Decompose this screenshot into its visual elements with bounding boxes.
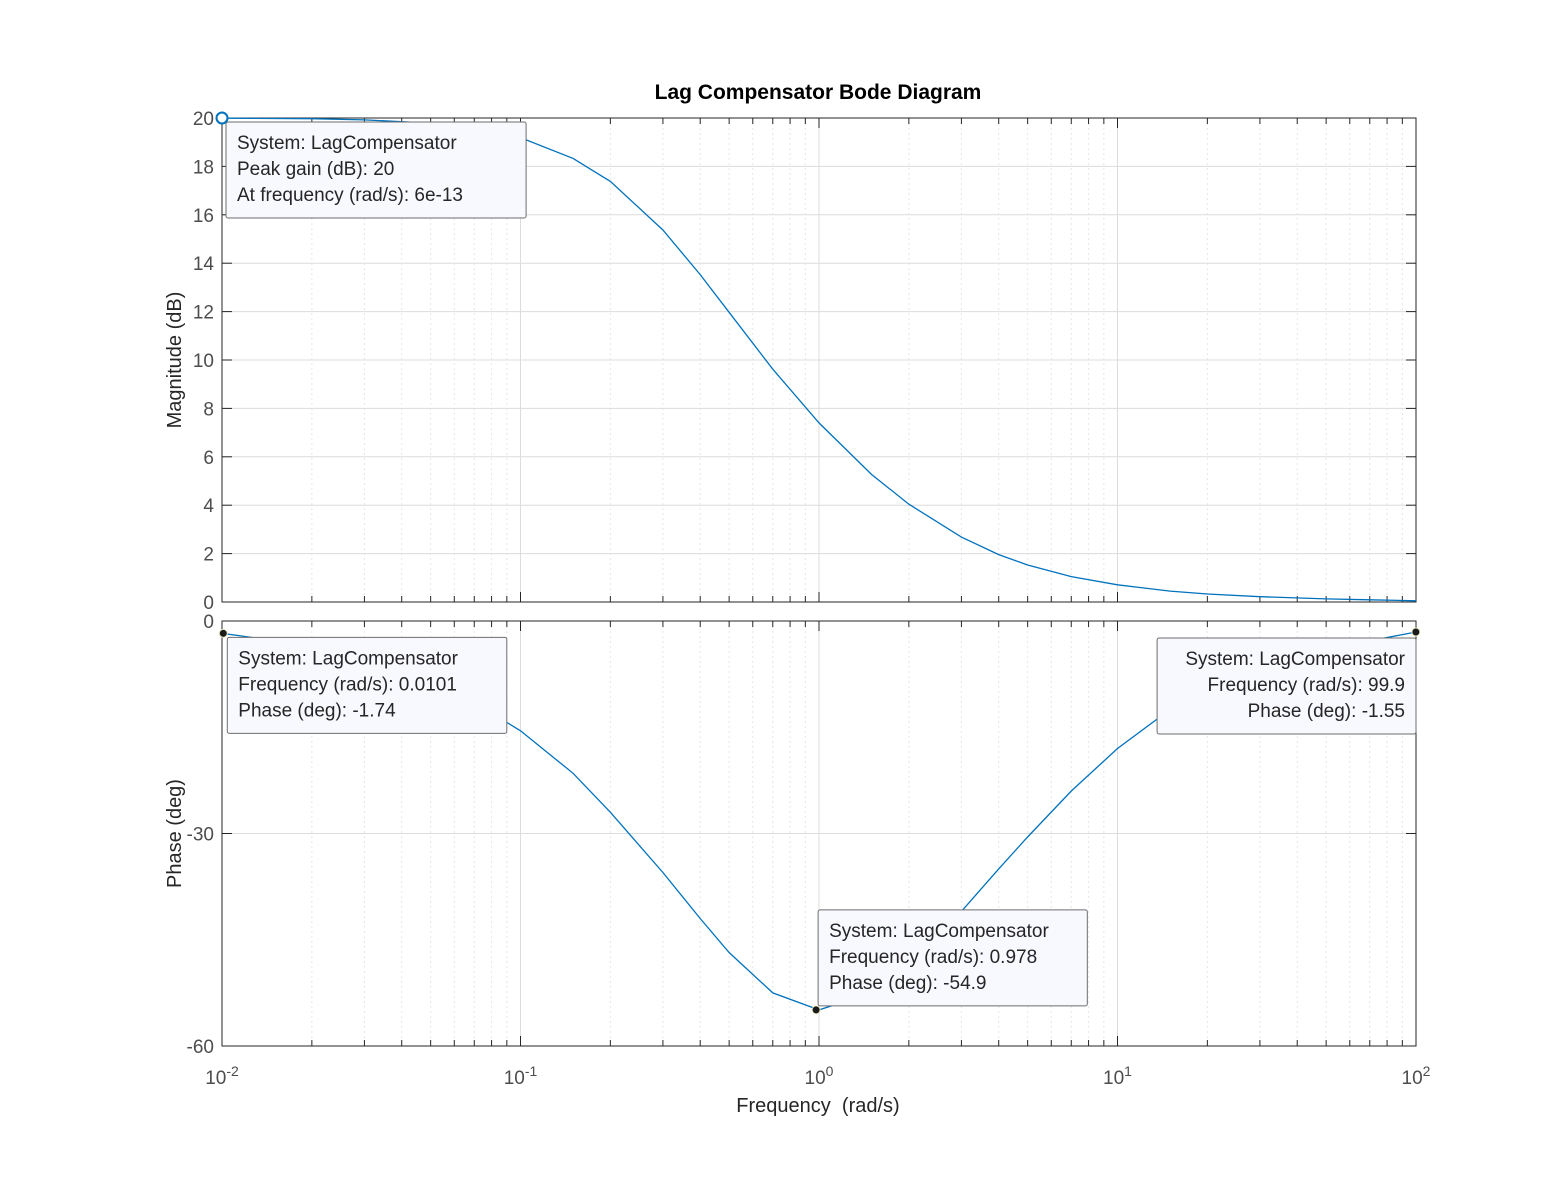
- datatip-line: Peak gain (dB): 20: [237, 159, 394, 180]
- datatip-line: System: LagCompensator: [238, 648, 458, 669]
- x-tick-base: 10: [205, 1068, 226, 1089]
- phase-axes-frame: [221, 620, 1417, 1047]
- x-axis-label: Frequency (rad/s): [736, 1095, 899, 1117]
- datatip-marker[interactable]: [1411, 627, 1421, 637]
- y-tick-label: 16: [193, 206, 214, 227]
- y-tick-label: 0: [203, 612, 214, 633]
- datatip-line: Phase (deg): -1.55: [1248, 701, 1405, 722]
- magnitude-y-axis-label: Magnitude (dB): [164, 292, 186, 429]
- datatip-line: Frequency (rad/s): 99.9: [1208, 675, 1405, 696]
- datatip-line: Frequency (rad/s): 0.978: [829, 947, 1037, 968]
- x-tick-label: 100: [805, 1063, 834, 1089]
- datatip-line: Frequency (rad/s): 0.0101: [238, 674, 457, 695]
- datatip-box[interactable]: [817, 909, 1088, 1007]
- x-tick-exponent: -1: [525, 1063, 538, 1079]
- y-tick-label: 18: [193, 157, 214, 178]
- x-tick-base: 10: [504, 1068, 525, 1089]
- x-tick-exponent: 2: [1423, 1063, 1431, 1079]
- y-tick-label: 10: [193, 351, 214, 372]
- y-tick-label: 12: [193, 303, 214, 324]
- y-tick-label: 8: [203, 399, 214, 420]
- x-tick-label: 101: [1103, 1063, 1132, 1089]
- datatip-box[interactable]: [225, 121, 527, 219]
- datatips: System: LagCompensator Peak gain (dB): 20…: [215, 111, 1421, 1015]
- phase-y-axis-label: Phase (deg): [164, 779, 186, 888]
- y-tick-label: 4: [203, 496, 214, 517]
- y-tick-label: 14: [193, 254, 215, 275]
- y-tick-label: 20: [193, 109, 214, 130]
- datatip-marker[interactable]: [811, 1005, 821, 1015]
- datatip-line: Phase (deg): -54.9: [829, 973, 986, 994]
- x-tick-base: 10: [805, 1068, 826, 1089]
- y-tick-label: -60: [187, 1037, 214, 1058]
- chart-title: Lag Compensator Bode Diagram: [655, 81, 982, 104]
- datatip-line: System: LagCompensator: [829, 921, 1049, 942]
- datatip-box[interactable]: [1156, 637, 1417, 735]
- magnitude-axes-frame: [221, 117, 1417, 603]
- datatip-line: System: LagCompensator: [1185, 649, 1405, 670]
- y-tick-label: 2: [203, 545, 214, 566]
- x-tick-exponent: 1: [1124, 1063, 1132, 1079]
- datatip-line: System: LagCompensator: [237, 133, 457, 154]
- datatip[interactable]: System: LagCompensator Frequency (rad/s):…: [1156, 627, 1421, 735]
- datatip[interactable]: System: LagCompensator Frequency (rad/s):…: [218, 628, 508, 734]
- datatip-box[interactable]: [226, 636, 508, 734]
- x-tick-exponent: -2: [226, 1063, 239, 1079]
- x-tick-exponent: 0: [826, 1063, 834, 1079]
- datatip-marker[interactable]: [215, 111, 229, 125]
- datatip-line: At frequency (rad/s): 6e-13: [237, 185, 463, 206]
- datatip[interactable]: System: LagCompensator Peak gain (dB): 20…: [215, 111, 527, 219]
- x-tick-label: 102: [1402, 1063, 1431, 1089]
- x-tick-base: 10: [1402, 1068, 1423, 1089]
- x-tick-label: 10-2: [205, 1063, 239, 1089]
- y-tick-label: 0: [203, 593, 214, 614]
- datatip-line: Phase (deg): -1.74: [238, 700, 396, 721]
- datatip[interactable]: System: LagCompensator Frequency (rad/s):…: [811, 909, 1088, 1015]
- y-tick-label: 6: [203, 448, 214, 469]
- x-tick-labels: 10-2 10-1 100 101 102: [205, 1063, 1430, 1089]
- x-tick-label: 10-1: [504, 1063, 538, 1089]
- datatip-marker[interactable]: [218, 628, 228, 638]
- x-tick-base: 10: [1103, 1068, 1124, 1089]
- y-tick-label: -30: [187, 825, 214, 846]
